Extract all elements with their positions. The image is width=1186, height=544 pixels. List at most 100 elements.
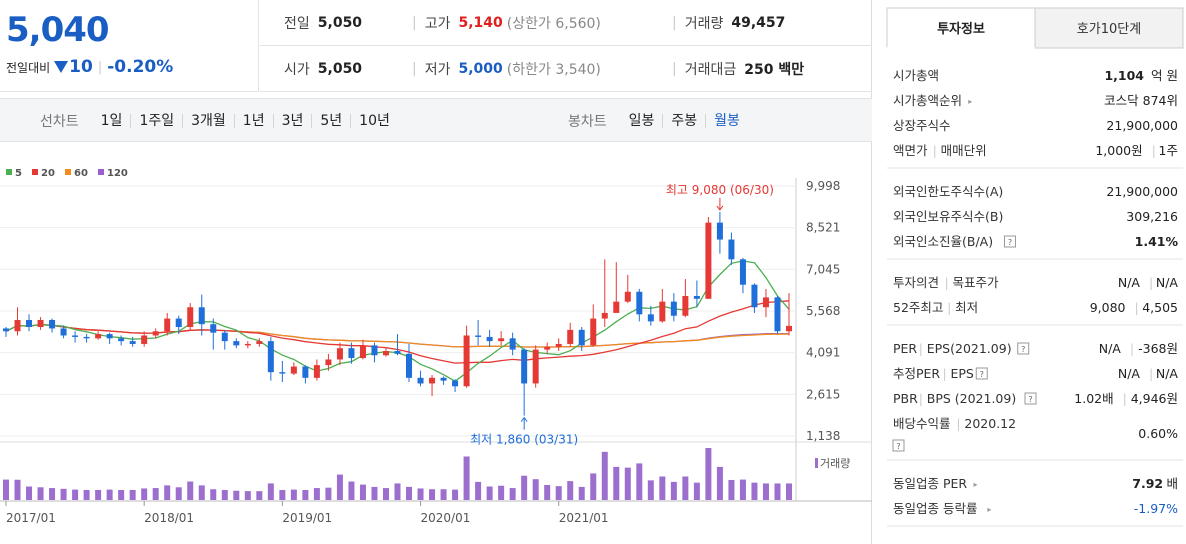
stock-chart[interactable]: 5 20 60 120 9,998 8,521 7,045 5,568 4,091 2,615 1,… (0, 160, 872, 544)
candle-body[interactable] (325, 359, 332, 366)
candle-body[interactable] (578, 329, 585, 346)
tab-investment-info[interactable] (886, 7, 1036, 49)
candle-body[interactable] (244, 343, 251, 346)
tab-label-order-book[interactable]: 호가10단계 (1077, 22, 1141, 37)
candle-body[interactable] (452, 380, 459, 387)
line-chart-label[interactable]: 선차트 (40, 114, 79, 130)
line-period-3[interactable]: 1년 (233, 114, 273, 128)
candle-body[interactable] (221, 332, 228, 342)
candle-body[interactable] (624, 291, 631, 302)
info-value: 4,505 (1142, 300, 1178, 315)
candle-period-1[interactable]: 주봉 (662, 114, 705, 128)
candle-body[interactable] (175, 318, 182, 328)
info-label[interactable]: 동일업종 등락률 (893, 501, 977, 516)
candle-body[interactable] (682, 295, 689, 316)
candle-body[interactable] (659, 301, 666, 322)
candle-body[interactable] (49, 319, 56, 329)
line-period-5[interactable]: 5년 (311, 114, 350, 128)
candle-body[interactable] (647, 314, 654, 322)
candle-body[interactable] (521, 349, 528, 384)
line-period-6[interactable]: 10년 (350, 114, 398, 128)
candle-body[interactable] (14, 319, 21, 332)
candle-body[interactable] (636, 291, 643, 315)
candle-body[interactable] (693, 295, 700, 299)
candle-body[interactable] (348, 348, 355, 359)
help-icon[interactable] (892, 439, 905, 452)
y-tick-label: 7,045 (806, 262, 840, 276)
candle-body[interactable] (106, 334, 113, 339)
candle-body[interactable] (751, 284, 758, 308)
candle-body[interactable] (532, 349, 539, 384)
candle-body[interactable] (152, 331, 159, 336)
candle-body[interactable] (498, 338, 505, 342)
candle-body[interactable] (313, 365, 320, 378)
candle-body[interactable] (233, 341, 240, 346)
tab-label-investment-info[interactable]: 투자정보 (937, 21, 985, 37)
candle-body[interactable] (60, 328, 67, 336)
candle-body[interactable] (440, 377, 447, 381)
candle-body[interactable] (371, 345, 378, 356)
candle-body[interactable] (544, 346, 551, 350)
candle-body[interactable] (359, 345, 366, 359)
candle-body[interactable] (774, 297, 781, 332)
candle-body[interactable] (129, 341, 136, 344)
candle-body[interactable] (382, 351, 389, 356)
candle-body[interactable] (590, 318, 597, 346)
low-value: 5,000 (458, 60, 503, 77)
line-period-2[interactable]: 3개월 (182, 114, 234, 128)
tab-order-book[interactable] (1034, 7, 1184, 49)
candle-body[interactable] (95, 334, 102, 339)
candle-body[interactable] (26, 319, 33, 328)
candle-body[interactable] (429, 377, 436, 384)
candle-body[interactable] (555, 343, 562, 347)
candle-body[interactable] (509, 338, 516, 350)
candle-body[interactable] (406, 353, 413, 378)
candle-body[interactable] (601, 312, 608, 319)
candle-body[interactable] (670, 301, 677, 316)
candle-body[interactable] (83, 336, 90, 339)
candle-body[interactable] (141, 335, 148, 344)
candle-body[interactable] (567, 329, 574, 344)
candle-body[interactable] (786, 325, 792, 332)
candle-body[interactable] (3, 328, 9, 332)
volume-legend-swatch (815, 458, 818, 468)
candle-body[interactable] (728, 239, 735, 260)
candle-body[interactable] (613, 301, 620, 313)
help-icon[interactable] (1024, 392, 1037, 405)
candle-body[interactable] (475, 335, 482, 337)
candle-body[interactable] (705, 222, 712, 299)
candle-body[interactable] (187, 307, 194, 328)
candle-chart-label[interactable]: 봉차트 (568, 114, 607, 130)
help-icon[interactable] (1017, 342, 1030, 355)
candle-body[interactable] (716, 222, 723, 240)
line-period-4[interactable]: 3년 (272, 114, 312, 128)
candle-body[interactable] (37, 319, 44, 328)
candle-period-0[interactable]: 일봉 (628, 113, 655, 129)
candle-body[interactable] (762, 297, 769, 308)
help-icon[interactable] (1004, 235, 1016, 248)
line-period-1[interactable]: 1주일 (130, 114, 182, 128)
candle-body[interactable] (210, 324, 217, 333)
candle-body[interactable] (72, 335, 79, 337)
candle-body[interactable] (394, 351, 401, 354)
help-icon[interactable] (975, 367, 988, 380)
candlestick-chart-svg[interactable]: 5 20 60 120 9,998 8,521 7,045 5,568 4,091 2,615 1,… (0, 160, 872, 544)
candle-body[interactable] (486, 336, 493, 342)
info-label[interactable]: 시가총액순위 (893, 93, 962, 108)
line-period-0[interactable]: 1일 (100, 113, 123, 129)
info-value: 코스닥 874위 (1104, 93, 1178, 108)
candle-body[interactable] (336, 348, 343, 360)
candle-body[interactable] (463, 335, 470, 387)
candle-body[interactable] (267, 341, 274, 373)
candle-body[interactable] (198, 307, 205, 325)
candle-body[interactable] (256, 341, 263, 344)
info-label[interactable]: 동일업종 PER (893, 476, 967, 491)
candle-body[interactable] (164, 318, 171, 332)
candle-body[interactable] (739, 259, 746, 285)
candle-body[interactable] (290, 366, 297, 374)
candle-body[interactable] (417, 377, 424, 384)
candle-body[interactable] (302, 366, 309, 378)
candle-body[interactable] (118, 338, 125, 342)
candle-period-2[interactable]: 월봉 (705, 114, 748, 128)
candle-body[interactable] (279, 372, 286, 374)
